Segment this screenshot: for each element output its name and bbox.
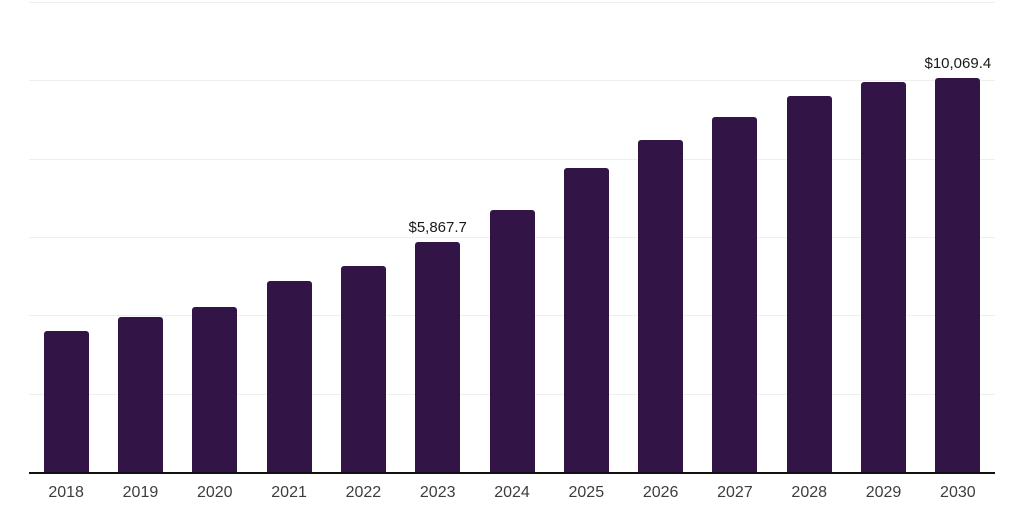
gridline-12000 — [29, 2, 995, 3]
x-axis-labels: 2018 2019 2020 2021 2022 2023 2024 2025 2026 2027… — [29, 484, 995, 504]
tick-label-2025: 2025 — [568, 484, 605, 501]
tick-label-2020: 2020 — [196, 484, 233, 501]
tick-label-2024: 2024 — [494, 484, 530, 501]
gridline-10000 — [29, 80, 995, 82]
tick-label-2023: 2023 — [419, 484, 456, 501]
tick-label-2027: 2027 — [717, 484, 753, 501]
gridline-8000 — [29, 158, 995, 160]
bar-2027 — [712, 116, 758, 472]
bar-2028 — [786, 96, 832, 472]
x-axis-line — [29, 472, 995, 474]
tick-label-2028: 2028 — [791, 484, 828, 501]
bar-2025 — [563, 168, 609, 472]
bar-2022 — [340, 265, 386, 472]
tick-label-2022: 2022 — [345, 484, 382, 501]
tick-label-2019: 2019 — [122, 484, 159, 501]
bar-2026 — [638, 140, 684, 472]
bar-2023 — [415, 242, 461, 472]
tick-label-2018: 2018 — [48, 484, 84, 501]
bar-2030 — [935, 77, 981, 472]
plot-area: $5,867.7 $10,069.4 — [29, 2, 995, 472]
tick-label-2026: 2026 — [642, 484, 679, 501]
bar-2024 — [489, 209, 535, 472]
tick-label-2029: 2029 — [865, 484, 902, 501]
data-label-2023: $5,867.7 — [408, 219, 467, 237]
bar-2020 — [192, 307, 238, 472]
bar-2018 — [43, 331, 89, 472]
data-label-2030: $10,069.4 — [924, 54, 992, 72]
tick-label-2030: 2030 — [940, 484, 976, 501]
bar-2029 — [861, 82, 907, 472]
bar-2019 — [117, 317, 163, 472]
tick-label-2021: 2021 — [271, 484, 307, 501]
bar-2021 — [266, 281, 312, 472]
